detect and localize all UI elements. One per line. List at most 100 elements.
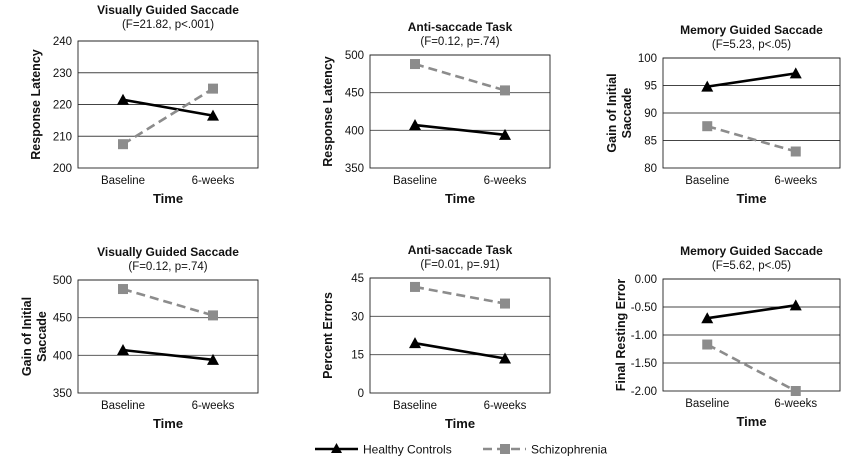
x-axis-label: Time	[153, 416, 183, 431]
plot-frame	[369, 277, 551, 394]
x-tick-label: 6-weeks	[484, 400, 527, 412]
y-tick-label: 200	[53, 163, 72, 175]
y-tick-label: 500	[345, 50, 364, 62]
y-axis-label-line: Saccade	[620, 88, 634, 139]
data-point-square	[500, 298, 510, 309]
chart-panels: Visually Guided Saccade (F=21.82, p<.001)…	[20, 3, 841, 431]
y-tick-label: 210	[53, 131, 72, 143]
y-tick-label: -2.00	[631, 386, 657, 398]
x-tick-label: Baseline	[685, 175, 729, 187]
y-tick-label: 230	[53, 68, 72, 80]
legend-label-schizophrenia: Schizophrenia	[531, 443, 607, 457]
plot-frame	[77, 279, 259, 394]
y-tick-label: 15	[351, 350, 364, 362]
y-axis-label: Gain of InitialSaccade	[605, 73, 634, 152]
y-axis-label: Response Latency	[29, 49, 43, 160]
chart-title: Anti-saccade Task	[408, 20, 513, 34]
data-point-square	[118, 139, 128, 150]
series-line-healthy-controls	[122, 348, 214, 362]
x-tick-label: 6-weeks	[484, 175, 527, 187]
x-tick-label: Baseline	[393, 175, 437, 187]
y-axis-label-line: Saccade	[35, 311, 49, 362]
legend-item-healthy-controls: Healthy Controls	[315, 443, 452, 457]
x-axis-label: Time	[736, 414, 766, 429]
chart-panel-6: Memory Guided Saccade (F=5.62, p<.05) -2.0…	[614, 244, 841, 429]
y-tick-label: 95	[644, 81, 657, 93]
data-point-triangle	[701, 312, 714, 324]
data-point-square	[410, 59, 420, 70]
chart-subtitle: (F=5.23, p<.05)	[712, 39, 791, 51]
y-tick-label: 0	[358, 388, 364, 400]
data-point-triangle	[789, 299, 802, 311]
series-line-healthy-controls	[414, 123, 506, 137]
x-axis-label: Time	[736, 191, 766, 206]
series-line-healthy-controls	[707, 304, 796, 320]
y-tick-label: 220	[53, 100, 72, 112]
y-tick-label: -0.50	[631, 302, 657, 314]
plot-frame	[662, 278, 841, 392]
chart-title: Memory Guided Saccade	[680, 23, 823, 37]
legend-triangle-marker-icon	[331, 443, 342, 453]
x-tick-label: 6-weeks	[774, 398, 817, 410]
series-line-schizophrenia	[706, 343, 797, 393]
y-axis-label: Gain of InitialSaccade	[20, 297, 49, 376]
data-point-triangle	[207, 353, 219, 365]
chart-subtitle: (F=5.62, p<.05)	[712, 260, 791, 272]
y-axis-label: Percent Errors	[321, 292, 335, 379]
x-tick-label: Baseline	[101, 175, 145, 187]
x-tick-label: 6-weeks	[774, 175, 817, 187]
data-point-triangle	[117, 344, 129, 356]
series-line-schizophrenia	[414, 285, 506, 305]
chart-panel-2: Anti-saccade Task (F=0.12, p=.74) 350 400 45…	[321, 20, 551, 206]
chart-subtitle: (F=0.01, p=.91)	[420, 259, 499, 271]
y-axis-label: Response Latency	[321, 56, 335, 167]
legend-square-marker-icon	[500, 444, 510, 454]
y-tick-label: 350	[345, 163, 364, 175]
x-tick-label: 6-weeks	[192, 175, 235, 187]
x-tick-label: 6-weeks	[192, 400, 235, 412]
chart-panel-5: Anti-saccade Task (F=0.01, p=.91) 0 15 30 45 B…	[321, 243, 551, 431]
x-axis-label: Time	[445, 191, 475, 206]
chart-title: Memory Guided Saccade	[680, 244, 823, 258]
series-line-schizophrenia	[706, 124, 797, 153]
legend-item-schizophrenia: Schizophrenia	[483, 443, 607, 457]
y-tick-label: 30	[351, 311, 364, 323]
x-tick-label: Baseline	[685, 398, 729, 410]
data-point-triangle	[499, 128, 511, 140]
series-line-schizophrenia	[122, 87, 214, 146]
chart-subtitle: (F=21.82, p<.001)	[122, 19, 214, 31]
y-tick-label: 80	[644, 163, 657, 175]
y-tick-label: 350	[53, 388, 72, 400]
y-tick-label: 0.00	[635, 274, 657, 286]
y-tick-label: -1.00	[631, 330, 657, 342]
x-tick-label: Baseline	[393, 400, 437, 412]
data-point-square	[208, 310, 218, 321]
x-tick-label: Baseline	[101, 400, 145, 412]
plot-frame	[369, 54, 551, 169]
data-point-triangle	[701, 80, 714, 92]
y-tick-label: 400	[53, 350, 72, 362]
chart-title: Anti-saccade Task	[408, 243, 513, 257]
data-point-triangle	[499, 352, 511, 364]
y-tick-label: 400	[345, 125, 364, 137]
y-tick-label: 90	[644, 108, 657, 120]
chart-panel-1: Visually Guided Saccade (F=21.82, p<.001)…	[29, 3, 259, 206]
series-line-schizophrenia	[122, 287, 214, 317]
data-point-triangle	[207, 109, 219, 121]
legend-label-healthy-controls: Healthy Controls	[363, 443, 452, 457]
chart-panel-4: Visually Guided Saccade (F=0.12, p=.74) 35…	[20, 245, 259, 431]
legend: Healthy Controls Schizophrenia	[315, 443, 607, 457]
y-tick-label: 450	[345, 88, 364, 100]
y-axis-label-line: Gain of Initial	[20, 297, 34, 376]
y-axis-label: Final Resting Error	[614, 279, 628, 392]
series-line-healthy-controls	[414, 341, 506, 360]
y-tick-label: 45	[351, 273, 364, 285]
chart-title: Visually Guided Saccade	[97, 3, 239, 17]
x-axis-label: Time	[445, 416, 475, 431]
y-tick-label: 100	[638, 53, 657, 65]
plot-frame	[77, 40, 259, 169]
data-point-square	[500, 85, 510, 96]
data-point-square	[208, 83, 218, 94]
data-point-square	[410, 281, 420, 292]
